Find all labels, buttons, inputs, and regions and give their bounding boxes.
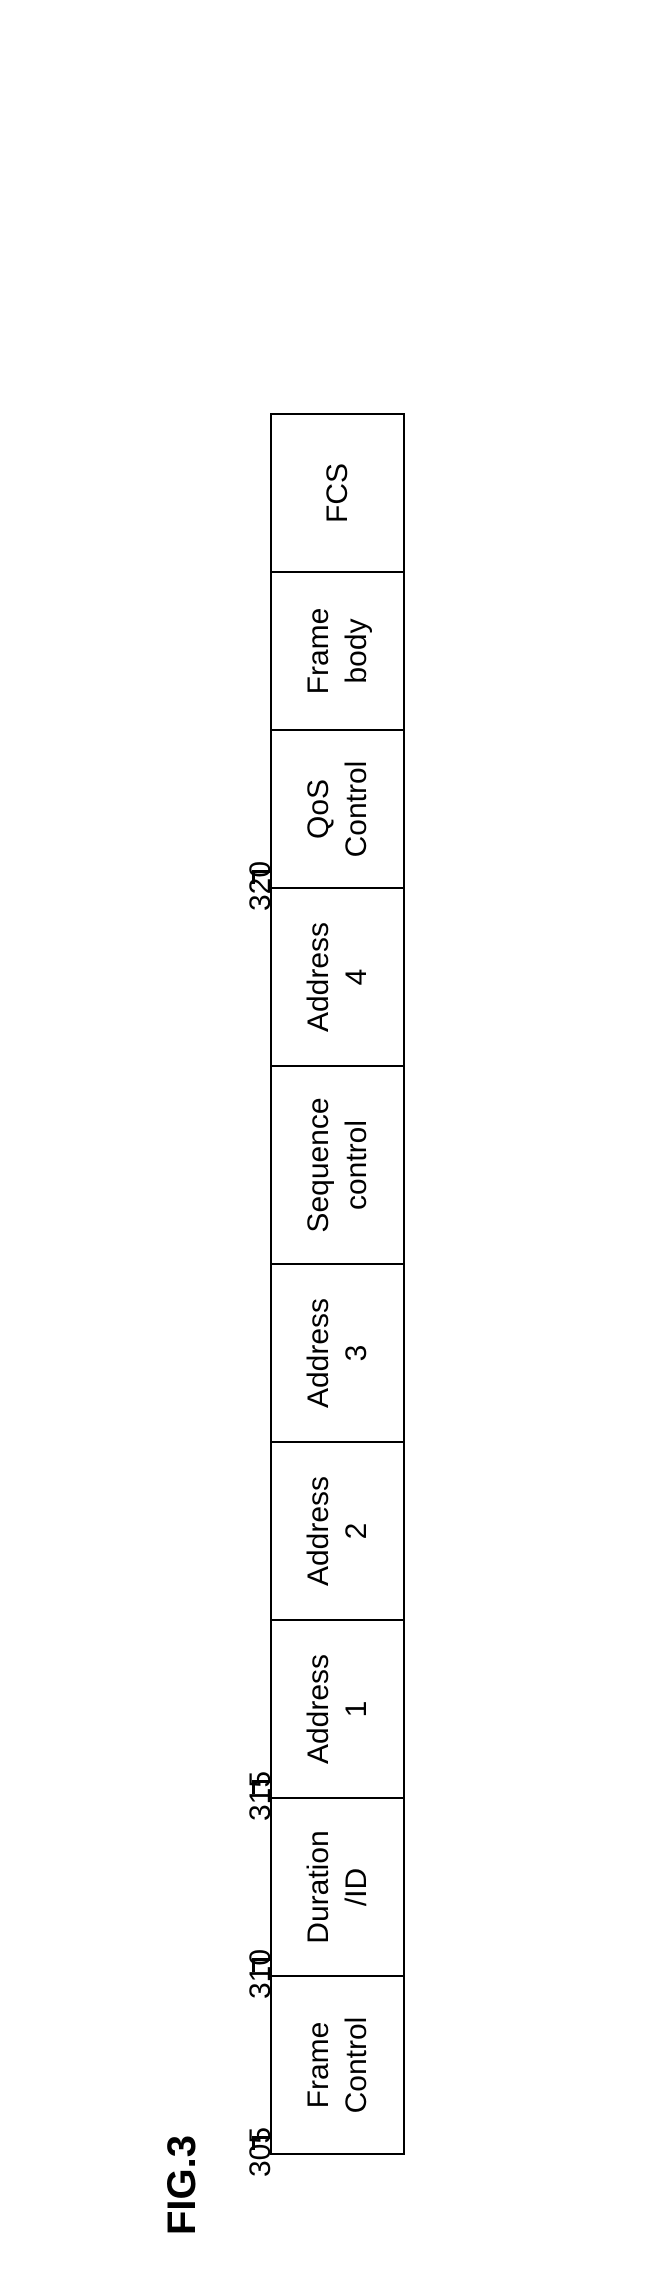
field-sequence-control: Sequencecontrol: [270, 1065, 405, 1265]
field-fcs-box: FCS: [270, 413, 405, 573]
field-frame-control-box: FrameControl: [270, 1975, 405, 2155]
field-duration-id: Duration/ID: [270, 1797, 405, 1977]
field-qos-control-box: QoSControl: [270, 729, 405, 889]
field-frame-body: Framebody: [270, 571, 405, 731]
ref-label-310: 310: [244, 1949, 278, 1999]
field-address-4-box: Address4: [270, 887, 405, 1067]
field-address-3: Address3: [270, 1263, 405, 1443]
field-address-2-box: Address2: [270, 1441, 405, 1621]
field-address-1: Address1: [270, 1619, 405, 1799]
figure-label: FIG.3: [160, 2135, 205, 2235]
field-address-4: Address4: [270, 887, 405, 1067]
ref-label-320: 320: [244, 861, 278, 911]
field-address-2: Address2: [270, 1441, 405, 1621]
field-sequence-control-box: Sequencecontrol: [270, 1065, 405, 1265]
field-address-1-box: Address1: [270, 1619, 405, 1799]
ref-label-305: 305: [244, 2127, 278, 2177]
field-fcs: FCS: [270, 413, 405, 573]
ref-label-315: 315: [244, 1771, 278, 1821]
field-qos-control: QoSControl: [270, 729, 405, 889]
field-frame-control: FrameControl: [270, 1975, 405, 2155]
field-address-3-box: Address3: [270, 1263, 405, 1443]
field-duration-id-box: Duration/ID: [270, 1797, 405, 1977]
field-frame-body-box: Framebody: [270, 571, 405, 731]
